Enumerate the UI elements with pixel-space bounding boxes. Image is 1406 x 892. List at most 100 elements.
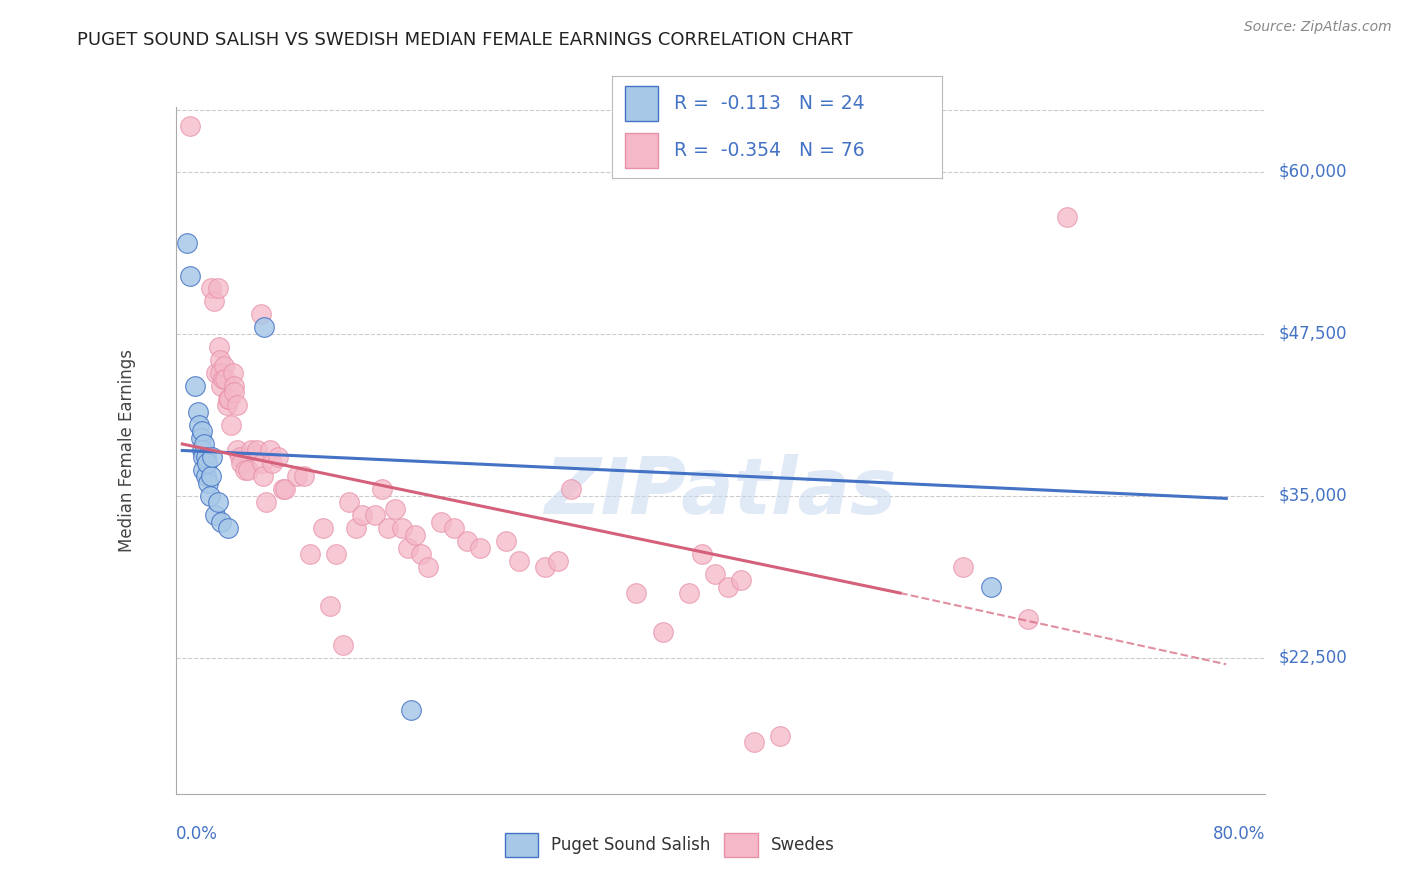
Point: [195, 457, 218, 471]
Point: [443, 521, 465, 535]
Point: [253, 320, 276, 334]
Point: [212, 359, 235, 374]
Point: [690, 547, 713, 561]
Point: [952, 560, 974, 574]
Point: [208, 340, 231, 354]
Point: [187, 404, 209, 418]
Point: [209, 366, 232, 380]
Text: ZIPatlas: ZIPatlas: [544, 454, 897, 530]
Point: [384, 501, 406, 516]
Point: [184, 378, 207, 392]
Point: [176, 236, 198, 251]
Point: [209, 515, 232, 529]
Point: [678, 586, 700, 600]
Point: [429, 515, 451, 529]
Point: [226, 443, 249, 458]
Point: [274, 483, 297, 497]
Text: Source: ZipAtlas.com: Source: ZipAtlas.com: [1244, 20, 1392, 34]
Point: [285, 469, 308, 483]
Text: $60,000: $60,000: [1278, 163, 1347, 181]
Point: [717, 580, 740, 594]
Point: [703, 566, 725, 581]
Point: [229, 457, 252, 471]
Point: [219, 417, 242, 432]
Point: [1056, 210, 1078, 224]
Text: 80.0%: 80.0%: [1213, 825, 1265, 843]
Point: [404, 527, 426, 541]
Point: [249, 307, 271, 321]
FancyBboxPatch shape: [724, 833, 758, 857]
Point: [224, 378, 246, 392]
Point: [217, 392, 239, 406]
Point: [246, 443, 269, 458]
Point: [236, 463, 259, 477]
Text: R =  -0.113   N = 24: R = -0.113 N = 24: [675, 94, 865, 113]
Text: $35,000: $35,000: [1278, 487, 1347, 505]
Point: [312, 521, 335, 535]
Point: [332, 638, 354, 652]
Point: [534, 560, 557, 574]
Point: [198, 489, 221, 503]
Point: [495, 534, 517, 549]
Point: [190, 430, 212, 444]
Point: [217, 521, 239, 535]
Point: [560, 483, 582, 497]
Point: [191, 463, 214, 477]
Text: Puget Sound Salish: Puget Sound Salish: [551, 836, 710, 855]
Point: [207, 281, 229, 295]
Point: [371, 483, 394, 497]
Text: $22,500: $22,500: [1278, 648, 1347, 667]
Point: [337, 495, 360, 509]
Point: [214, 372, 236, 386]
Point: [188, 417, 211, 432]
Point: [215, 398, 238, 412]
Point: [250, 457, 273, 471]
Point: [266, 450, 288, 464]
Point: [240, 443, 263, 458]
Point: [194, 469, 217, 483]
Point: [262, 457, 284, 471]
Point: [626, 586, 648, 600]
Text: 0.0%: 0.0%: [176, 825, 218, 843]
Point: [742, 735, 765, 749]
Point: [769, 729, 792, 743]
Point: [299, 547, 322, 561]
Point: [179, 268, 201, 283]
Point: [222, 366, 245, 380]
Point: [325, 547, 347, 561]
Point: [416, 560, 439, 574]
Point: [254, 495, 277, 509]
Point: [456, 534, 478, 549]
Point: [233, 463, 256, 477]
Point: [980, 580, 1002, 594]
Point: [508, 553, 530, 567]
Text: $47,500: $47,500: [1278, 325, 1347, 343]
Point: [194, 450, 217, 464]
Point: [391, 521, 413, 535]
Point: [259, 443, 281, 458]
Point: [271, 483, 294, 497]
Point: [218, 392, 240, 406]
Text: Median Female Earnings: Median Female Earnings: [118, 349, 136, 552]
Text: R =  -0.354   N = 76: R = -0.354 N = 76: [675, 141, 865, 161]
Point: [547, 553, 569, 567]
Point: [179, 120, 201, 134]
Point: [200, 469, 222, 483]
Point: [202, 294, 225, 309]
Point: [730, 573, 752, 587]
Point: [252, 469, 274, 483]
Point: [201, 450, 224, 464]
Text: Swedes: Swedes: [770, 836, 834, 855]
Point: [207, 495, 229, 509]
Point: [1017, 612, 1039, 626]
Point: [292, 469, 315, 483]
Point: [352, 508, 374, 523]
Point: [204, 508, 226, 523]
Point: [364, 508, 387, 523]
Point: [226, 398, 249, 412]
Point: [200, 281, 222, 295]
FancyBboxPatch shape: [624, 87, 658, 121]
Point: [319, 599, 342, 613]
Point: [399, 703, 422, 717]
Point: [396, 541, 419, 555]
